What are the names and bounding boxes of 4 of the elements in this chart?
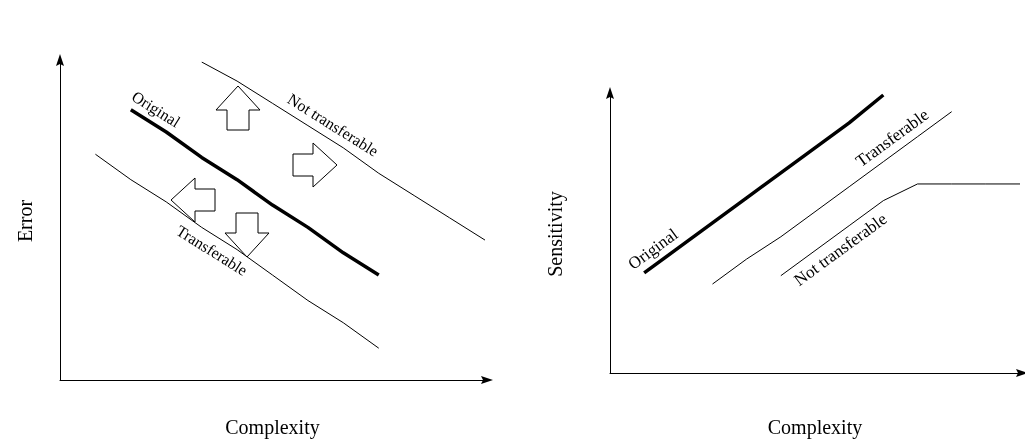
x-axis-title: Complexity <box>767 416 863 439</box>
y-axis-title: Error <box>14 199 36 243</box>
x-axis-title: Complexity <box>225 416 320 439</box>
y-axis-title: Sensitivity <box>544 191 567 277</box>
